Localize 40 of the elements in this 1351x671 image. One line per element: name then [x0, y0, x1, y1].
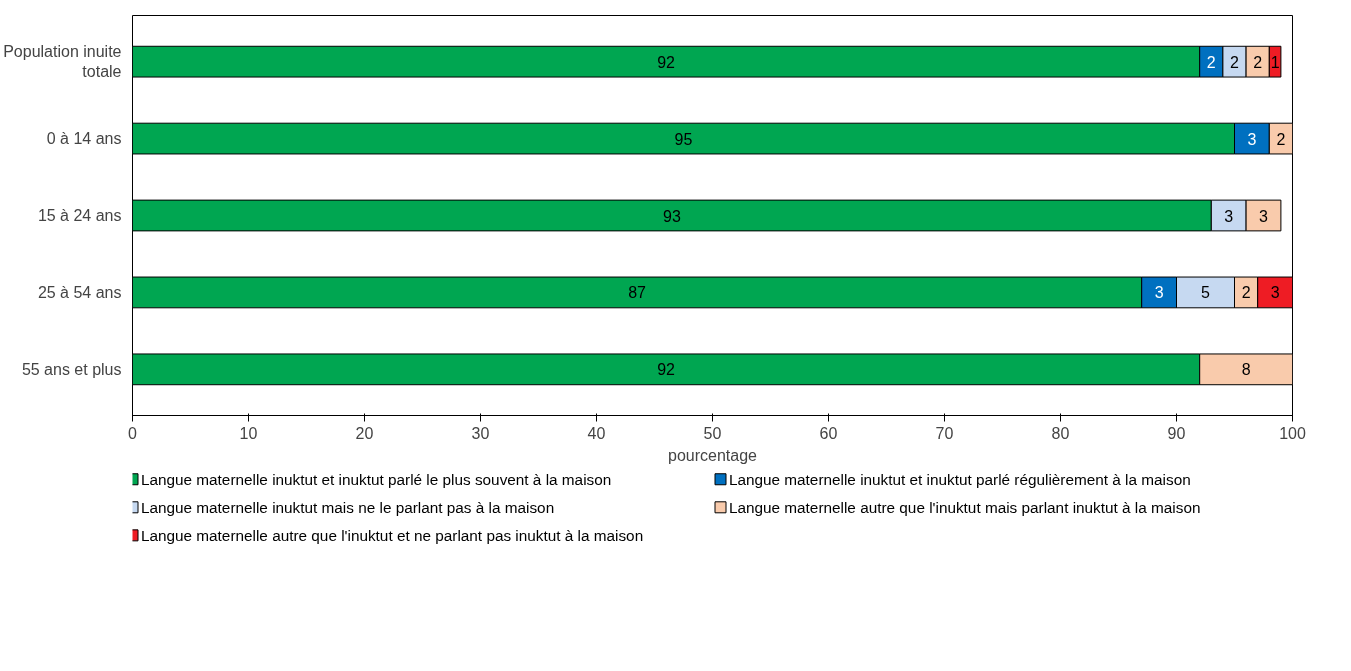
data-label: 2 [1241, 284, 1251, 302]
x-tick-label: 50 [703, 424, 722, 442]
data-label: 95 [674, 130, 693, 148]
y-tick-label: Population inuite totale [3, 42, 122, 81]
y-tick-label: 0 à 14 ans [46, 130, 122, 148]
x-tick-label: 0 [128, 424, 138, 442]
x-tick-label: 40 [587, 424, 606, 442]
x-tick-label: 30 [471, 424, 490, 442]
data-label: 3 [1154, 284, 1164, 302]
x-tick-label: 90 [1167, 424, 1186, 442]
data-label: 2 [1253, 53, 1263, 71]
data-label: 92 [657, 361, 676, 379]
legend-label: Langue maternelle inuktut mais ne le parlant pas à la maison [140, 498, 555, 516]
y-tick-label: 15 à 24 ans [37, 207, 122, 224]
legend-label: Langue maternelle autre que l'inuktut mais parlant inuktut à la maison [728, 498, 1201, 516]
data-label: 3 [1247, 130, 1257, 148]
data-label: 93 [663, 207, 681, 225]
data-label: 8 [1241, 361, 1251, 379]
data-label: 3 [1224, 207, 1234, 225]
data-label: 87 [628, 284, 647, 302]
x-tick-label: 100 [1279, 424, 1306, 442]
data-label: 1 [1270, 53, 1280, 71]
data-label: 2 [1276, 130, 1286, 148]
data-label: 2 [1230, 53, 1240, 71]
data-label: 5 [1201, 284, 1211, 302]
x-tick-label: 10 [239, 424, 258, 442]
legend-label: Langue maternelle inuktut et inuktut parlé régulièrement à la maison [728, 470, 1191, 488]
x-tick-label: 20 [355, 424, 374, 442]
x-tick-label: 60 [819, 424, 838, 442]
y-tick-label: 55 ans et plus [21, 360, 122, 378]
data-label: 3 [1259, 207, 1269, 225]
legend-label: Langue maternelle autre que l'inuktut et ne parlant pas inuktut à la maison [140, 526, 644, 544]
data-label: 2 [1206, 53, 1216, 71]
legend-label: Langue maternelle inuktut et inuktut parlé le plus souvent à la maison [140, 470, 612, 488]
x-tick-label: 80 [1051, 424, 1070, 442]
data-label: 3 [1270, 284, 1280, 302]
x-axis-title: pourcentage [668, 446, 758, 464]
y-tick-label: 25 à 54 ans [37, 283, 122, 301]
x-tick-label: 70 [935, 424, 954, 442]
data-label: 92 [657, 53, 676, 71]
